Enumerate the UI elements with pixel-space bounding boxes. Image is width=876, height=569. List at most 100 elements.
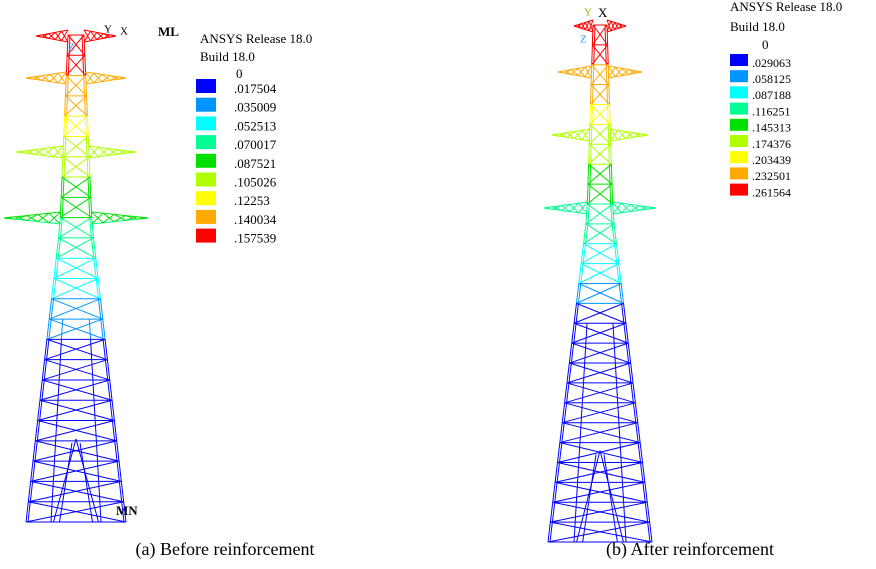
member [562, 423, 640, 443]
legend-label: .058125 [752, 72, 791, 86]
member [574, 26, 578, 27]
member [647, 208, 656, 209]
member [89, 157, 90, 177]
member [617, 383, 618, 403]
member [586, 323, 587, 343]
legend-label: .261564 [752, 185, 791, 199]
member [569, 343, 628, 363]
member [98, 461, 99, 481]
legend-label: .157539 [234, 231, 276, 246]
member [33, 461, 121, 481]
legend-label: .035009 [234, 100, 276, 115]
legend-swatch [196, 173, 216, 187]
member [592, 45, 593, 65]
legend-label: .052513 [234, 118, 276, 133]
legend-swatch [730, 54, 748, 66]
member [91, 339, 92, 359]
member [65, 96, 66, 116]
member [58, 380, 59, 400]
member [592, 25, 593, 45]
member [59, 218, 92, 238]
member [581, 403, 582, 423]
member [589, 144, 590, 164]
member [618, 403, 619, 423]
member [587, 204, 614, 224]
member [84, 31, 90, 42]
member [576, 482, 577, 502]
member [624, 502, 625, 522]
member [89, 146, 98, 157]
member [90, 218, 92, 238]
member [52, 481, 53, 501]
member [581, 264, 621, 284]
legend-label: .087188 [752, 88, 791, 102]
member [52, 299, 103, 319]
member [65, 96, 87, 116]
legend-label: .145313 [752, 121, 791, 135]
member [63, 177, 64, 197]
member [58, 73, 66, 84]
legend-title: ANSYS Release 18.0 [200, 31, 312, 46]
member [93, 380, 94, 400]
member [54, 146, 63, 157]
member [608, 65, 609, 85]
member [87, 116, 88, 136]
member [49, 213, 60, 224]
legend-zero: 0 [236, 66, 243, 81]
member [613, 202, 622, 213]
member [62, 30, 68, 41]
member [613, 323, 614, 343]
member [609, 164, 610, 184]
member [609, 144, 610, 164]
member [59, 238, 96, 258]
member [90, 177, 91, 197]
member [581, 244, 616, 264]
member [56, 258, 98, 278]
member [47, 339, 108, 359]
legend-swatch [730, 119, 748, 131]
member [64, 136, 89, 156]
member [86, 76, 87, 96]
legend-label: .070017 [234, 137, 277, 152]
member [622, 26, 626, 27]
member [45, 339, 106, 359]
legend-build: Build 18.0 [200, 49, 255, 64]
member [92, 218, 94, 238]
legend-swatch [730, 103, 748, 115]
legend-label: .140034 [234, 212, 277, 227]
tower-model [544, 20, 656, 542]
member [64, 116, 65, 136]
legend-swatch [730, 135, 748, 147]
member [604, 454, 617, 542]
member [582, 129, 590, 140]
member [560, 443, 643, 463]
member [84, 35, 85, 55]
legend-swatch [730, 167, 748, 179]
member [572, 343, 631, 363]
legend-label: .174376 [752, 137, 791, 151]
member [60, 218, 93, 238]
member [608, 67, 615, 78]
member [61, 218, 63, 238]
member [64, 116, 88, 136]
member [65, 116, 89, 136]
member [42, 380, 112, 400]
member [574, 522, 575, 542]
legend-label: .12253 [234, 193, 270, 208]
axis-label: Z [68, 42, 75, 54]
member [99, 481, 100, 501]
legend-swatch [196, 135, 216, 149]
member [611, 144, 612, 164]
member [567, 363, 631, 383]
member [56, 421, 57, 441]
member [87, 157, 88, 177]
member [49, 319, 105, 339]
member [62, 157, 63, 177]
member [54, 279, 101, 299]
member [61, 319, 62, 339]
member [38, 421, 117, 441]
member [610, 129, 618, 140]
member [622, 482, 623, 502]
member [56, 238, 93, 258]
member [84, 30, 90, 41]
